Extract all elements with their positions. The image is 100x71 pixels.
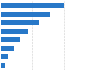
Bar [1,29,28,34]
Bar [1,63,5,68]
Bar [1,3,64,8]
Bar [1,37,20,42]
Bar [1,54,8,59]
Bar [1,46,14,51]
Bar [1,12,50,17]
Bar [1,20,39,25]
